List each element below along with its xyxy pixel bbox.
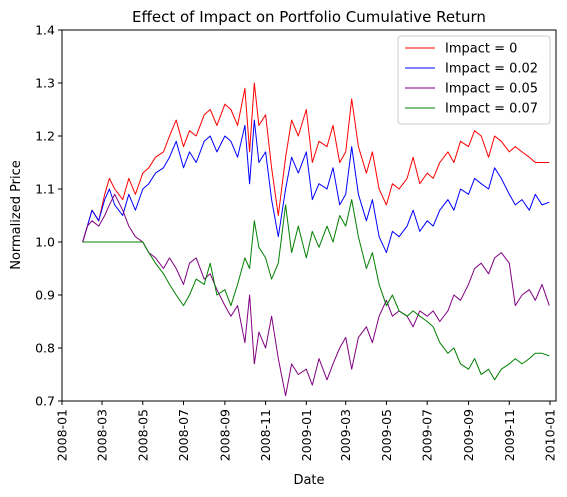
- series-line-3: [82, 199, 550, 381]
- x-tick-label: 2009-03: [338, 409, 353, 461]
- legend-label: Impact = 0: [445, 42, 517, 57]
- x-tick-label: 2009-05: [379, 409, 394, 461]
- y-axis: 0.7 0.8 0.9 1.0 1.1 1.2 1.3 1.4: [35, 23, 62, 409]
- y-axis-label: Normalized Price: [9, 160, 24, 270]
- x-tick-label: 2008-05: [135, 409, 150, 461]
- series-line-1: [82, 119, 550, 254]
- y-tick-label: 1.4: [35, 23, 55, 38]
- x-tick-label: 2008-11: [258, 409, 273, 461]
- chart-title: Effect of Impact on Portfolio Cumulative…: [132, 8, 486, 26]
- x-tick-label: 2009-07: [420, 409, 435, 461]
- legend-label: Impact = 0.05: [445, 82, 538, 97]
- y-tick-label: 1.0: [35, 235, 55, 250]
- x-tick-label: 2009-11: [502, 409, 517, 461]
- legend-label: Impact = 0.07: [445, 102, 538, 117]
- y-tick-label: 1.1: [35, 182, 55, 197]
- y-tick-label: 1.2: [35, 129, 55, 144]
- x-tick-label: 2009-09: [461, 409, 476, 461]
- x-tick-label: 2010-01: [542, 409, 557, 461]
- legend-label: Impact = 0.02: [445, 62, 538, 77]
- series-line-2: [82, 193, 550, 397]
- x-axis: 2008-01 2008-03 2008-05 2008-07 2008-09 2008-…: [55, 401, 557, 461]
- x-axis-label: Date: [293, 473, 324, 488]
- legend-box: [397, 35, 551, 125]
- y-tick-label: 0.8: [35, 341, 55, 356]
- x-tick-label: 2009-01: [299, 409, 314, 461]
- plot-frame: [61, 29, 557, 402]
- y-tick-label: 1.3: [35, 76, 55, 91]
- x-tick-label: 2008-07: [176, 409, 191, 461]
- x-tick-label: 2008-03: [95, 409, 110, 461]
- series-layer: [82, 82, 550, 397]
- x-tick-label: 2008-01: [55, 409, 70, 461]
- series-line-0: [82, 82, 550, 243]
- legend: Impact = 0 Impact = 0.02 Impact = 0.05 Impa…: [397, 35, 551, 125]
- y-tick-label: 0.7: [35, 394, 55, 409]
- y-tick-label: 0.9: [35, 288, 55, 303]
- x-tick-label: 2008-09: [217, 409, 232, 461]
